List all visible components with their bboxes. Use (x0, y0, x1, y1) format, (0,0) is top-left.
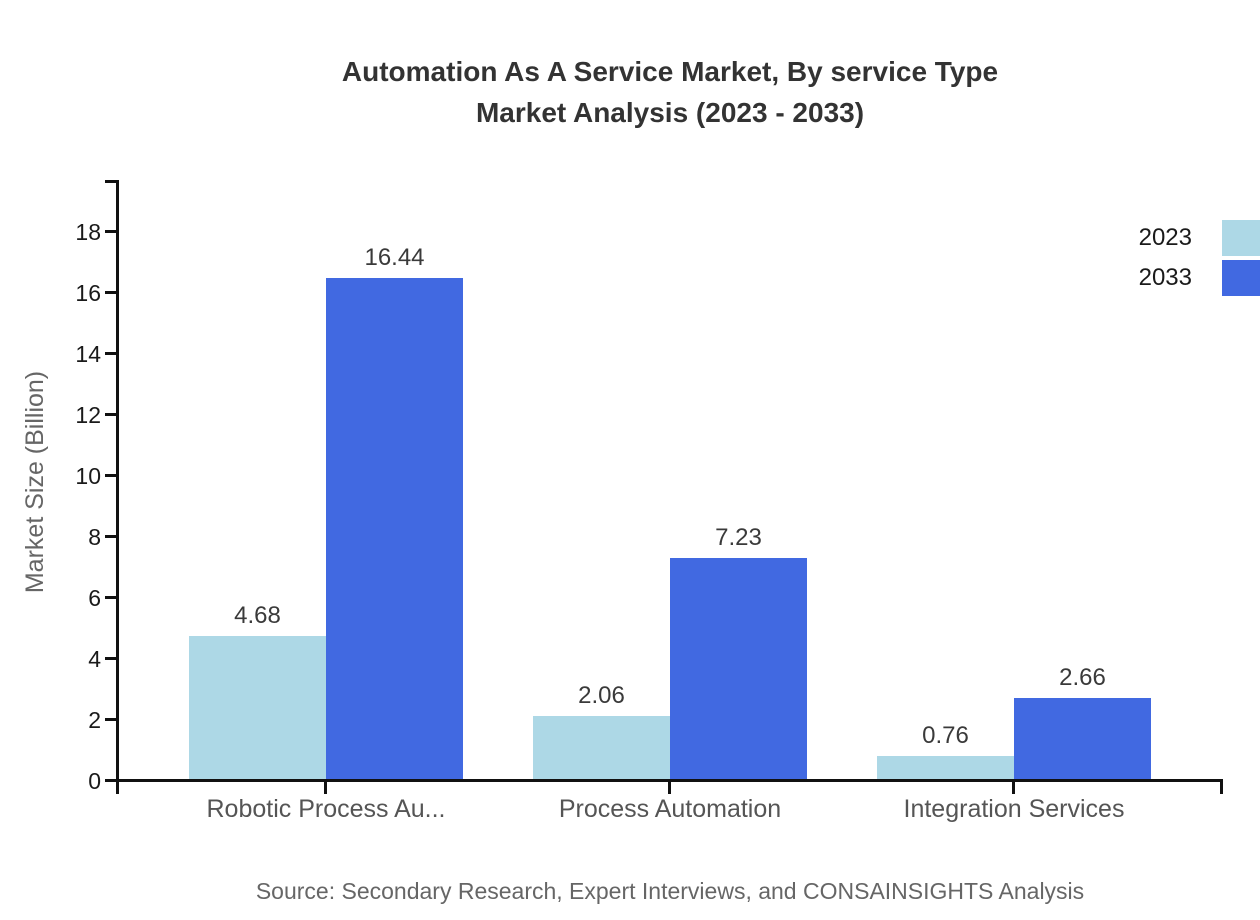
bar-value-label: 7.23 (715, 524, 762, 552)
legend-swatch-2033 (1222, 259, 1260, 296)
y-tick-mark (105, 535, 116, 538)
y-tick-label: 8 (88, 523, 101, 550)
y-tick-mark (105, 291, 116, 294)
legend-swatch-2023 (1222, 219, 1260, 256)
y-tick-mark (105, 413, 116, 416)
y-tick-label: 4 (88, 645, 101, 672)
y-tick-mark (105, 657, 116, 660)
x-axis-right-end-tick (1220, 779, 1223, 794)
legend-row-2033: 2033 (1139, 259, 1260, 296)
source-text: Source: Secondary Research, Expert Inter… (255, 878, 1085, 904)
bar-2023-2 (533, 716, 670, 779)
y-tick-label: 12 (75, 401, 101, 428)
y-tick-label: 14 (75, 340, 101, 367)
y-tick-mark (105, 352, 116, 355)
bar-2033-2 (670, 558, 807, 779)
y-tick-mark (105, 596, 116, 599)
category-label: Process Automation (558, 795, 782, 823)
y-tick-mark (105, 779, 116, 782)
x-axis-line (116, 779, 1223, 782)
legend-row-2023: 2023 (1139, 219, 1260, 256)
bar-2033-1 (326, 277, 463, 779)
y-axis-line (116, 180, 119, 794)
category-label: Robotic Process Au... (206, 795, 446, 823)
y-tick-mark (105, 474, 116, 477)
bar-value-label: 2.66 (1059, 663, 1106, 691)
bar-2023-3 (877, 755, 1014, 779)
category-label: Integration Services (903, 795, 1125, 823)
y-tick-mark (105, 230, 116, 233)
x-tick-mark (1012, 782, 1015, 794)
chart-title-line2: Market Analysis (2023 - 2033) (475, 97, 865, 128)
y-tick-label: 6 (88, 584, 101, 611)
y-tick-label: 18 (75, 218, 101, 245)
y-tick-mark (105, 718, 116, 721)
bar-2023-1 (189, 636, 326, 779)
bar-value-label: 0.76 (922, 721, 969, 749)
y-axis-top-cap (105, 180, 119, 183)
y-tick-label: 16 (75, 279, 101, 306)
y-tick-label: 2 (88, 706, 101, 733)
chart-title-line1: Automation As A Service Market, By servi… (341, 56, 999, 87)
bar-2033-3 (1014, 697, 1151, 779)
x-tick-mark (324, 782, 327, 794)
bar-value-label: 2.06 (578, 682, 625, 710)
y-tick-label: 10 (75, 462, 101, 489)
bar-value-label: 16.44 (364, 243, 425, 271)
bar-value-label: 4.68 (234, 602, 281, 630)
chart-title: Automation As A Service Market, By servi… (80, 51, 1260, 133)
legend-label: 2033 (1138, 263, 1192, 291)
x-tick-mark (668, 782, 671, 794)
legend-label: 2023 (1138, 223, 1192, 251)
y-tick-label: 0 (88, 767, 101, 794)
legend: 2023 2033 (1139, 219, 1260, 299)
